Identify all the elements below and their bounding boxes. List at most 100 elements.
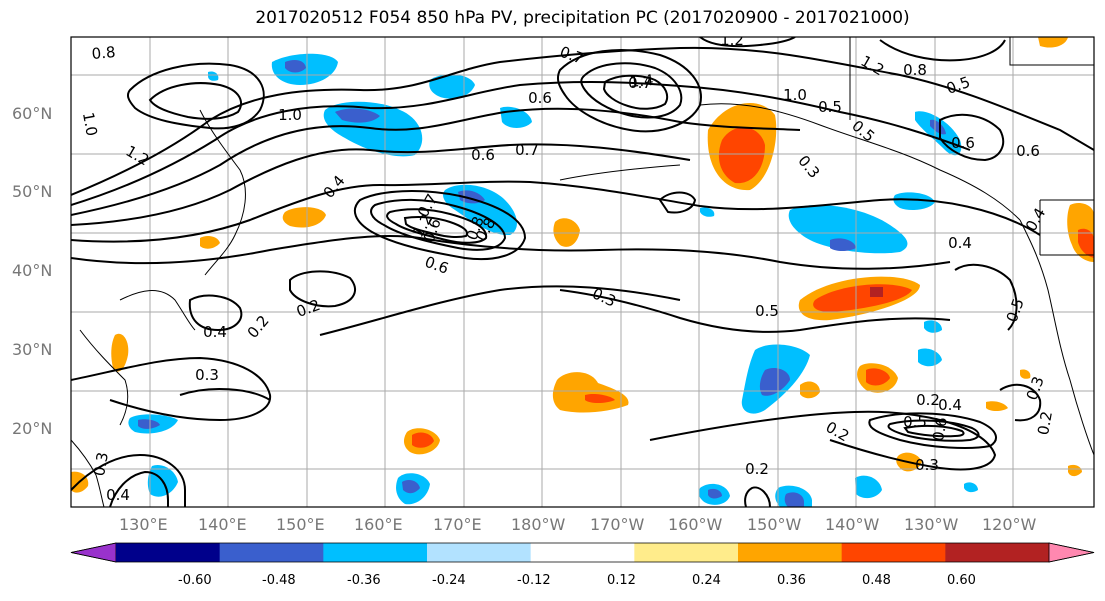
lat-label: 30°N bbox=[12, 340, 53, 359]
precip-anomaly-positive bbox=[866, 368, 890, 386]
colorbar-extend-low bbox=[70, 542, 117, 563]
contour-label: 0.4 bbox=[106, 486, 130, 504]
contour-label: 0.5 bbox=[818, 98, 842, 116]
colorbar-segment bbox=[219, 543, 324, 562]
precip-anomaly-negative bbox=[915, 111, 962, 156]
colorbar-extend-high bbox=[1048, 542, 1095, 563]
colorbar-tick-label: 0.60 bbox=[947, 573, 976, 588]
contour-labels: 0.81.20.71.00.60.71.41.00.50.51.2 0.80.51… bbox=[79, 31, 1056, 504]
contour-label: 1.0 bbox=[278, 106, 302, 124]
contour-label: 0.6 bbox=[929, 416, 951, 443]
lon-label: 140°W bbox=[825, 515, 880, 534]
precip-anomaly-negative bbox=[784, 492, 804, 507]
lon-label: 140°E bbox=[198, 515, 247, 534]
colorbar bbox=[70, 542, 1095, 563]
contour-label: 0.7 bbox=[628, 74, 652, 92]
precip-anomaly-negative bbox=[759, 368, 790, 396]
lon-label: 150°E bbox=[276, 515, 325, 534]
lon-label: 120°W bbox=[982, 515, 1037, 534]
colorbar-segment bbox=[738, 543, 843, 562]
lon-label: 130°E bbox=[119, 515, 168, 534]
precip-anomaly-negative bbox=[893, 192, 935, 210]
precip-anomaly-positive bbox=[813, 284, 912, 312]
precip-anomaly-positive bbox=[718, 127, 765, 184]
precip-anomaly-positive bbox=[282, 207, 326, 228]
precip-anomaly-negative bbox=[930, 119, 946, 135]
colorbar-segment bbox=[323, 543, 428, 562]
colorbar-tick-label: 0.24 bbox=[692, 573, 721, 588]
colorbar-segment bbox=[530, 543, 635, 562]
precip-anomaly-positive bbox=[585, 393, 615, 403]
colorbar-tick-label: 0.36 bbox=[777, 573, 806, 588]
contour-label: 1.0 bbox=[783, 86, 807, 104]
pv-contours bbox=[71, 37, 1094, 507]
coastlines bbox=[71, 37, 1094, 507]
precip-anomaly-negative bbox=[138, 419, 160, 429]
colorbar-tick-label: -0.60 bbox=[178, 573, 212, 588]
contour-label: 0.2 bbox=[1034, 410, 1056, 437]
contour-label: 1.0 bbox=[79, 111, 101, 138]
colorbar-segment bbox=[427, 543, 532, 562]
contour-label: 0.2 bbox=[916, 391, 940, 409]
precip-anomaly-positive bbox=[111, 333, 129, 372]
precip-anomaly-negative bbox=[700, 207, 715, 217]
contour-label: 0.6 bbox=[471, 146, 495, 164]
colorbar-segment bbox=[841, 543, 946, 562]
lon-label: 130°W bbox=[904, 515, 959, 534]
precip-anomaly-negative bbox=[285, 60, 306, 73]
colorbar-tick-label: 0.48 bbox=[862, 573, 891, 588]
precip-anomaly-negative bbox=[335, 108, 380, 123]
contour-label: 0.8 bbox=[91, 43, 116, 63]
lon-label: 170°W bbox=[590, 515, 645, 534]
contour-label: 0.5 bbox=[903, 413, 927, 431]
contour-label: 0.4 bbox=[948, 234, 972, 252]
lon-label: 150°W bbox=[747, 515, 802, 534]
precip-anomaly-negative bbox=[208, 71, 219, 81]
contour-label: 0.4 bbox=[203, 323, 227, 341]
precip-anomaly-positive bbox=[552, 372, 629, 413]
contour-label: 0.3 bbox=[90, 451, 112, 478]
contour-label: 1.4 bbox=[629, 71, 654, 91]
contour-label: 0.5 bbox=[755, 302, 779, 320]
lat-label: 40°N bbox=[12, 261, 53, 280]
precip-anomaly-positive bbox=[1020, 369, 1031, 379]
lon-label: 160°E bbox=[354, 515, 403, 534]
map-plot-area: 0.81.20.71.00.60.71.41.00.50.51.2 0.80.51… bbox=[71, 31, 1094, 507]
colorbar-segment bbox=[945, 543, 1050, 562]
lat-label: 50°N bbox=[12, 182, 53, 201]
colorbar-outline bbox=[70, 542, 1095, 563]
contour-label: 0.4 bbox=[938, 396, 962, 414]
precip-anomaly-negative bbox=[924, 320, 942, 333]
precip-anomaly-negative bbox=[855, 475, 882, 499]
precip-anomaly-negative bbox=[402, 480, 420, 494]
precip-anomaly-negative bbox=[788, 205, 908, 254]
contour-label: 0.3 bbox=[195, 366, 219, 384]
precip-anomaly-positive bbox=[1038, 37, 1068, 48]
precip-anomaly-negative bbox=[918, 348, 942, 367]
precip-anomaly-positive bbox=[800, 381, 820, 399]
precip-anomaly-positive bbox=[1068, 464, 1082, 477]
contour-label: 0.6 bbox=[951, 134, 975, 152]
precip-anomaly-negative bbox=[708, 488, 722, 499]
precip-anomaly-positive bbox=[1078, 228, 1094, 258]
contour-label: 1.2 bbox=[720, 31, 744, 49]
lat-label: 60°N bbox=[12, 104, 53, 123]
contour-label: 0.2 bbox=[745, 460, 769, 478]
precip-anomaly-positive bbox=[986, 401, 1008, 411]
precip-anomaly-positive bbox=[870, 287, 883, 297]
contour-label: 0.7 bbox=[515, 141, 539, 159]
precip-anomaly-positive bbox=[200, 235, 220, 249]
colorbar-tick-label: 0.12 bbox=[607, 573, 636, 588]
lat-label: 20°N bbox=[12, 419, 53, 438]
contour-label: 0.6 bbox=[528, 89, 552, 107]
precip-anomaly-negative bbox=[964, 482, 978, 493]
contour-label: 0.8 bbox=[903, 61, 927, 79]
lon-label: 170°E bbox=[433, 515, 482, 534]
colorbar-tick-label: -0.24 bbox=[432, 573, 466, 588]
contour-label: 0.3 bbox=[915, 456, 939, 474]
colorbar-tick-label: -0.12 bbox=[517, 573, 551, 588]
colorbar-segment bbox=[634, 543, 739, 562]
lon-label: 160°W bbox=[668, 515, 723, 534]
map-frame bbox=[70, 36, 1095, 508]
